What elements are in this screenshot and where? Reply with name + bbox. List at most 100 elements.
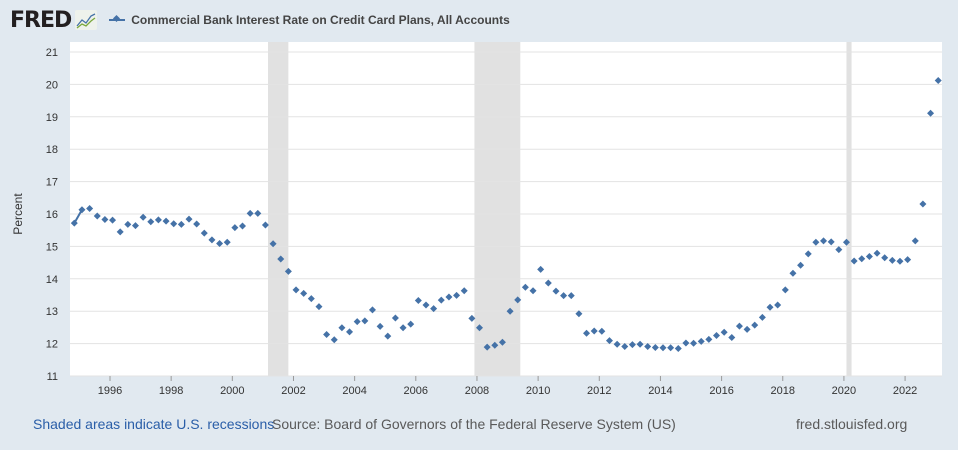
data-point — [353, 318, 361, 326]
data-point — [147, 218, 155, 226]
data-point — [399, 324, 407, 332]
data-point — [514, 296, 522, 304]
y-tick-label: 11 — [47, 371, 58, 383]
y-tick-label: 14 — [46, 274, 58, 286]
data-point — [437, 296, 445, 304]
data-point — [659, 344, 667, 352]
data-point — [758, 313, 766, 321]
data-point — [231, 224, 239, 232]
data-point — [529, 287, 537, 295]
data-point — [445, 293, 453, 301]
data-point — [751, 321, 759, 329]
data-point — [414, 297, 422, 305]
data-point — [850, 257, 858, 265]
data-point — [804, 250, 812, 258]
data-point — [208, 236, 216, 244]
x-tick-label: 2022 — [893, 385, 917, 397]
x-tick-label: 2004 — [342, 385, 366, 397]
data-point — [391, 314, 399, 322]
data-point — [361, 317, 369, 325]
data-point — [865, 252, 873, 260]
data-point — [873, 249, 881, 257]
y-tick-label: 18 — [46, 144, 58, 156]
data-point — [368, 306, 376, 314]
y-axis-label: Percent — [11, 193, 25, 235]
x-tick-label: 2018 — [771, 385, 795, 397]
data-point — [605, 337, 613, 345]
data-point — [789, 269, 797, 277]
data-point — [667, 344, 675, 352]
y-tick-label: 15 — [46, 241, 58, 253]
data-point — [621, 343, 629, 351]
data-point — [705, 335, 713, 343]
data-point — [300, 289, 308, 297]
data-point — [200, 229, 208, 237]
y-tick-label: 19 — [46, 112, 58, 124]
data-point — [651, 343, 659, 351]
x-tick-label: 2014 — [648, 385, 672, 397]
recession-note-link[interactable]: Shaded areas indicate U.S. recessions — [33, 416, 275, 432]
data-point — [177, 220, 185, 228]
data-point — [537, 265, 545, 273]
data-point — [544, 279, 552, 287]
data-point — [820, 237, 828, 245]
x-tick-label: 2010 — [526, 385, 550, 397]
data-point — [124, 220, 132, 228]
data-point — [483, 343, 491, 351]
data-point — [720, 328, 728, 336]
y-tick-label: 17 — [46, 177, 58, 189]
data-point — [766, 303, 774, 311]
source-note: Source: Board of Governors of the Federa… — [272, 416, 676, 432]
fred-logo[interactable]: FRED — [10, 7, 72, 33]
data-point — [338, 324, 346, 332]
data-point — [384, 332, 392, 340]
data-point — [292, 286, 300, 294]
data-point — [797, 261, 805, 269]
data-point — [430, 305, 438, 313]
data-point — [842, 238, 850, 246]
data-point — [644, 343, 652, 351]
data-point — [743, 325, 751, 333]
data-point — [223, 238, 231, 246]
data-point — [453, 291, 461, 299]
x-tick-label: 2006 — [404, 385, 428, 397]
chart-title: Commercial Bank Interest Rate on Credit … — [131, 13, 510, 27]
y-tick-label: 16 — [46, 209, 58, 221]
data-point — [781, 286, 789, 294]
data-point — [70, 219, 78, 227]
data-point — [613, 340, 621, 348]
data-point — [476, 324, 484, 332]
data-point — [284, 267, 292, 275]
recession-shade — [846, 42, 852, 376]
x-tick-label: 2016 — [709, 385, 733, 397]
data-point — [109, 216, 117, 224]
data-point — [277, 255, 285, 263]
data-point — [934, 77, 942, 85]
data-point — [575, 310, 583, 318]
x-tick-label: 1998 — [159, 385, 183, 397]
data-point — [346, 328, 354, 336]
data-point — [552, 287, 560, 295]
data-point — [315, 303, 323, 311]
data-point — [468, 314, 476, 322]
data-point — [636, 340, 644, 348]
data-point — [139, 213, 147, 221]
data-point — [131, 222, 139, 230]
data-point — [690, 339, 698, 347]
site-url[interactable]: fred.stlouisfed.org — [796, 416, 908, 432]
data-point — [460, 287, 468, 295]
data-point — [154, 216, 162, 224]
data-point — [881, 254, 889, 262]
data-point — [904, 256, 912, 264]
data-point — [583, 329, 591, 337]
data-point — [812, 238, 820, 246]
data-point — [498, 338, 506, 346]
data-point — [919, 200, 927, 208]
chart-header: FRED Commercial Bank Interest Rate on Cr… — [10, 6, 510, 34]
data-point — [682, 339, 690, 347]
y-tick-label: 20 — [46, 79, 58, 91]
data-point — [78, 206, 86, 214]
data-point — [521, 283, 529, 291]
data-point — [896, 257, 904, 265]
